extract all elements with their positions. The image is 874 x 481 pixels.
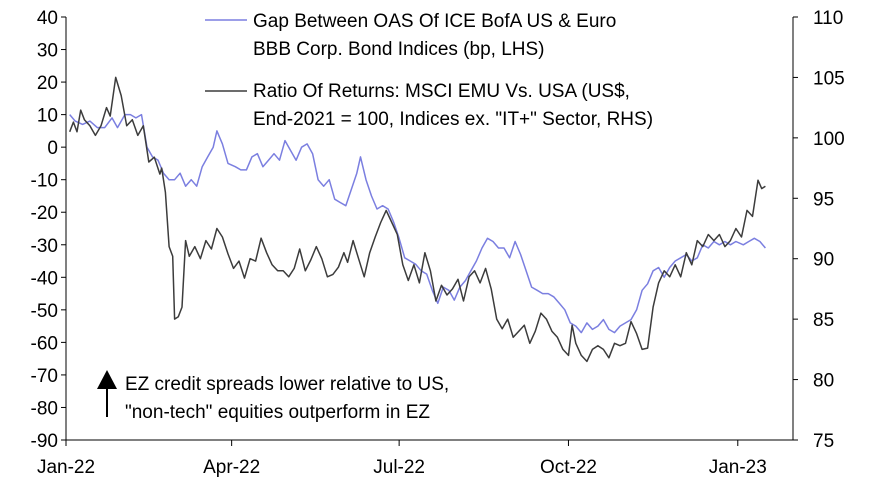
annotation-line2: "non-tech" equities outperform in EZ bbox=[125, 402, 430, 423]
left-tick-label: -20 bbox=[31, 203, 58, 224]
left-tick-label: 40 bbox=[37, 8, 58, 29]
left-tick-label: -70 bbox=[31, 366, 58, 387]
series-returns-ratio-line bbox=[68, 76, 766, 363]
series-layer bbox=[68, 76, 766, 363]
left-tick-label: 20 bbox=[37, 73, 58, 94]
legend-label-oas-gap-line2: BBB Corp. Bond Indices (bp, LHS) bbox=[253, 39, 544, 60]
legend-label-oas-gap-line1: Gap Between OAS Of ICE BofA US & Euro bbox=[253, 11, 616, 32]
left-tick-label: 10 bbox=[37, 106, 58, 127]
right-tick-label: 105 bbox=[813, 68, 845, 89]
x-tick-label: Oct-22 bbox=[540, 457, 597, 478]
right-tick-label: 110 bbox=[813, 8, 843, 29]
legend-label-returns-ratio-line2: End-2021 = 100, Indices ex. "IT+" Sector… bbox=[253, 109, 653, 130]
left-axis: 40 30 20 10 0 -10 -20 -30 -40 -50 -60 -70 -80 -90 bbox=[31, 8, 66, 452]
right-tick-label: 95 bbox=[813, 189, 834, 210]
left-tick-label: -80 bbox=[31, 398, 58, 419]
left-tick-label: -30 bbox=[31, 236, 58, 257]
right-tick-label: 85 bbox=[813, 310, 834, 331]
x-tick-label: Apr-22 bbox=[203, 457, 260, 478]
x-axis: Jan-22 Apr-22 Jul-22 Oct-22 Jan-23 bbox=[37, 440, 767, 478]
right-tick-label: 90 bbox=[813, 250, 834, 271]
left-tick-label: -10 bbox=[31, 171, 58, 192]
right-tick-label: 80 bbox=[813, 371, 834, 392]
annotation: EZ credit spreads lower relative to US, … bbox=[97, 370, 449, 423]
left-tick-label: 30 bbox=[37, 41, 58, 62]
left-tick-label: -90 bbox=[31, 431, 58, 452]
left-tick-label: -50 bbox=[31, 301, 58, 322]
arrow-up-icon bbox=[97, 370, 117, 417]
x-tick-label: Jul-22 bbox=[373, 457, 425, 478]
x-tick-label: Jan-22 bbox=[37, 457, 95, 478]
annotation-line1: EZ credit spreads lower relative to US, bbox=[125, 374, 449, 395]
left-tick-label: 0 bbox=[47, 138, 58, 159]
x-tick-label: Jan-23 bbox=[709, 457, 767, 478]
left-tick-label: -60 bbox=[31, 333, 58, 354]
legend: Gap Between OAS Of ICE BofA US & Euro BB… bbox=[205, 11, 653, 130]
legend-label-returns-ratio-line1: Ratio Of Returns: MSCI EMU Vs. USA (US$, bbox=[253, 81, 630, 102]
right-axis: 110 105 100 95 90 85 80 75 bbox=[793, 8, 845, 452]
left-tick-label: -40 bbox=[31, 268, 58, 289]
right-tick-label: 75 bbox=[813, 431, 834, 452]
right-tick-label: 100 bbox=[813, 129, 845, 150]
